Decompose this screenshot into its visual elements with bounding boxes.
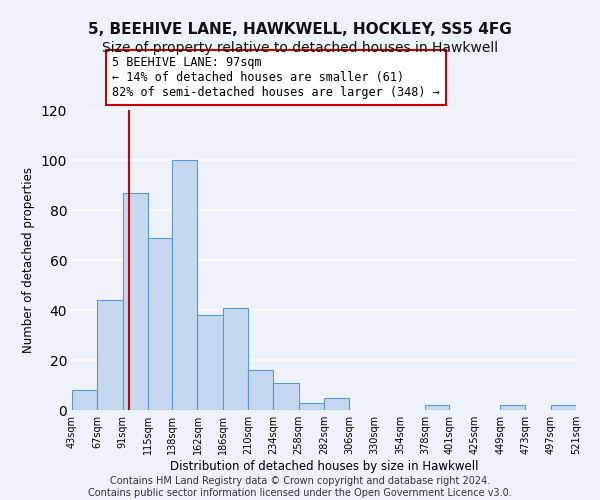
Bar [148, 238, 172, 410]
Bar [172, 160, 197, 410]
Bar [223, 308, 248, 410]
Bar [299, 402, 324, 410]
Bar [197, 315, 223, 410]
X-axis label: Distribution of detached houses by size in Hawkwell: Distribution of detached houses by size … [170, 460, 478, 473]
Bar [72, 390, 97, 410]
Text: Size of property relative to detached houses in Hawkwell: Size of property relative to detached ho… [102, 41, 498, 55]
Bar [324, 398, 349, 410]
Text: 5 BEEHIVE LANE: 97sqm
← 14% of detached houses are smaller (61)
82% of semi-deta: 5 BEEHIVE LANE: 97sqm ← 14% of detached … [112, 56, 440, 99]
Bar [274, 382, 299, 410]
Bar [500, 405, 526, 410]
Bar [425, 405, 449, 410]
Bar [122, 192, 148, 410]
Bar [248, 370, 274, 410]
Y-axis label: Number of detached properties: Number of detached properties [22, 167, 35, 353]
Bar [97, 300, 122, 410]
Text: Contains HM Land Registry data © Crown copyright and database right 2024.
Contai: Contains HM Land Registry data © Crown c… [88, 476, 512, 498]
Text: 5, BEEHIVE LANE, HAWKWELL, HOCKLEY, SS5 4FG: 5, BEEHIVE LANE, HAWKWELL, HOCKLEY, SS5 … [88, 22, 512, 38]
Bar [551, 405, 576, 410]
